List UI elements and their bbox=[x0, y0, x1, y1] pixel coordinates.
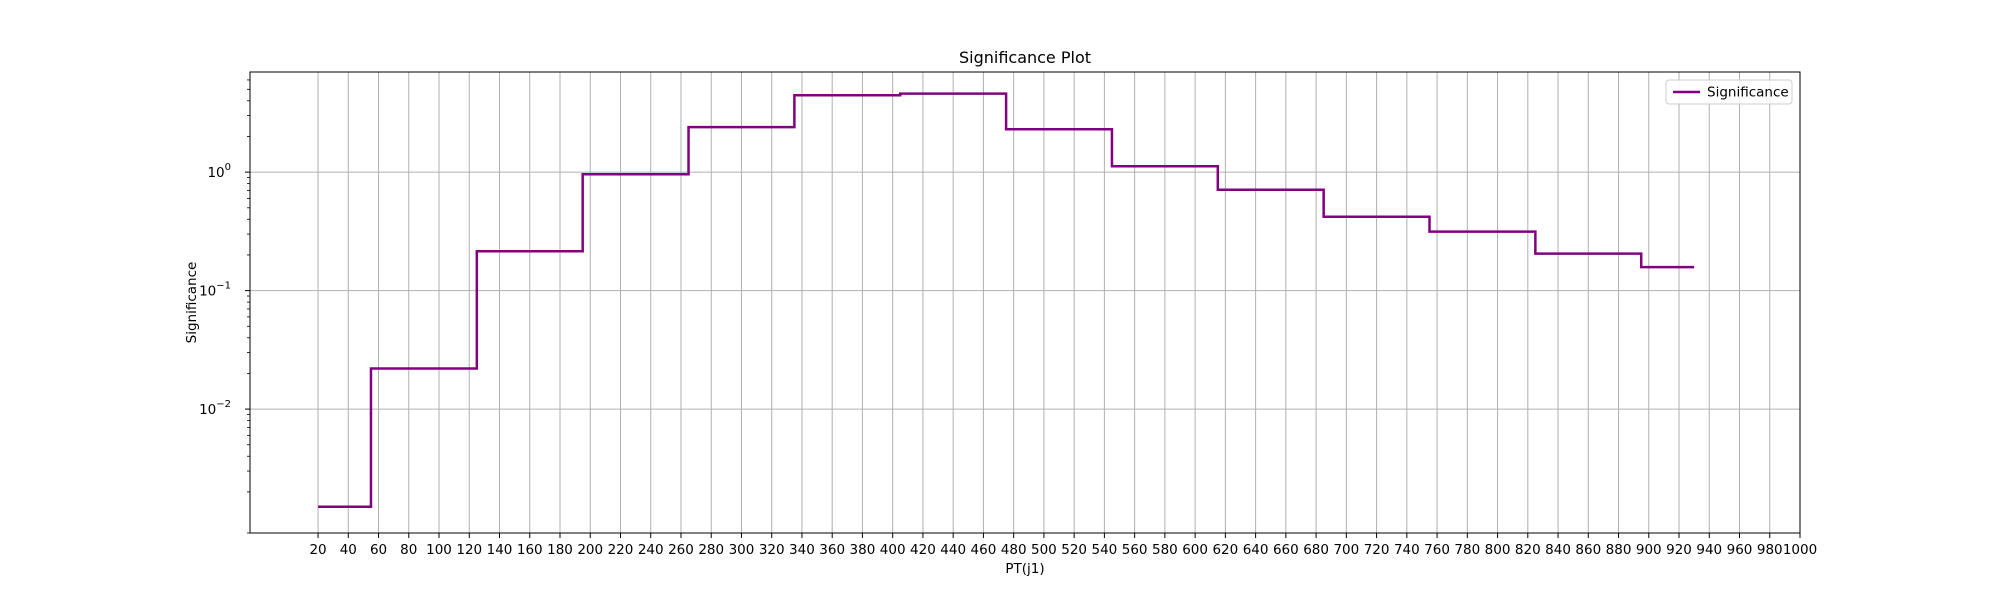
x-tick-label: 1000 bbox=[1783, 542, 1817, 558]
x-tick-label: 840 bbox=[1545, 542, 1571, 558]
x-tick-label: 520 bbox=[1061, 542, 1087, 558]
x-tick-label: 820 bbox=[1515, 542, 1541, 558]
y-axis-ticks: 10−2 10−1 100 bbox=[199, 79, 250, 534]
x-tick-label: 640 bbox=[1243, 542, 1269, 558]
y-axis-label: Significance bbox=[184, 262, 200, 344]
x-tick-label: 440 bbox=[940, 542, 966, 558]
x-tick-label: 20 bbox=[309, 542, 326, 558]
x-tick-label: 600 bbox=[1182, 542, 1208, 558]
x-tick-label: 420 bbox=[910, 542, 936, 558]
x-tick-label: 740 bbox=[1394, 542, 1420, 558]
x-tick-label: 300 bbox=[729, 542, 755, 558]
x-tick-label: 660 bbox=[1273, 542, 1299, 558]
x-axis-ticks: 20 40 60 80 100 120 140 160 180 200 220 240 260 280 30… bbox=[309, 533, 1817, 558]
x-tick-label: 200 bbox=[577, 542, 603, 558]
chart-title: Significance Plot bbox=[959, 48, 1091, 67]
plot-frame bbox=[249, 71, 1801, 534]
x-tick-label: 780 bbox=[1454, 542, 1480, 558]
grid bbox=[250, 72, 1801, 533]
x-tick-label: 380 bbox=[850, 542, 876, 558]
x-tick-label: 360 bbox=[819, 542, 845, 558]
x-tick-label: 60 bbox=[370, 542, 387, 558]
x-tick-label: 260 bbox=[668, 542, 694, 558]
x-tick-label: 760 bbox=[1424, 542, 1450, 558]
x-axis-label: PT(j1) bbox=[1005, 561, 1044, 577]
x-tick-label: 980 bbox=[1757, 542, 1783, 558]
x-tick-label: 240 bbox=[638, 542, 664, 558]
y-tick-label: 10−2 bbox=[199, 399, 231, 418]
y-tick-label: 10−1 bbox=[199, 281, 231, 300]
y-tick-label: 100 bbox=[207, 162, 231, 181]
x-tick-label: 800 bbox=[1485, 542, 1511, 558]
x-tick-label: 620 bbox=[1212, 542, 1238, 558]
legend: Significance bbox=[1665, 79, 1793, 105]
legend-label: Significance bbox=[1707, 85, 1789, 101]
x-tick-label: 580 bbox=[1152, 542, 1178, 558]
x-tick-label: 80 bbox=[400, 542, 417, 558]
x-tick-label: 180 bbox=[547, 542, 573, 558]
x-tick-label: 960 bbox=[1727, 542, 1753, 558]
x-tick-label: 940 bbox=[1696, 542, 1722, 558]
x-tick-label: 500 bbox=[1031, 542, 1057, 558]
x-tick-label: 700 bbox=[1333, 542, 1359, 558]
x-tick-label: 220 bbox=[608, 542, 634, 558]
x-tick-label: 860 bbox=[1575, 542, 1601, 558]
x-tick-label: 880 bbox=[1606, 542, 1632, 558]
x-tick-label: 920 bbox=[1666, 542, 1692, 558]
x-tick-label: 320 bbox=[759, 542, 785, 558]
x-tick-label: 540 bbox=[1091, 542, 1117, 558]
x-tick-label: 160 bbox=[517, 542, 543, 558]
series-line-significance bbox=[318, 92, 1695, 508]
x-tick-label: 900 bbox=[1636, 542, 1662, 558]
x-tick-label: 680 bbox=[1303, 542, 1329, 558]
x-tick-label: 560 bbox=[1122, 542, 1148, 558]
x-tick-label: 100 bbox=[426, 542, 452, 558]
x-tick-label: 140 bbox=[487, 542, 513, 558]
x-tick-label: 40 bbox=[340, 542, 357, 558]
x-tick-label: 340 bbox=[789, 542, 815, 558]
legend-box bbox=[1665, 79, 1793, 105]
x-tick-label: 720 bbox=[1364, 542, 1390, 558]
x-tick-label: 280 bbox=[698, 542, 724, 558]
series-layer bbox=[318, 92, 1695, 508]
x-tick-label: 400 bbox=[880, 542, 906, 558]
x-tick-label: 460 bbox=[971, 542, 997, 558]
x-tick-label: 480 bbox=[1001, 542, 1027, 558]
x-tick-label: 120 bbox=[456, 542, 482, 558]
